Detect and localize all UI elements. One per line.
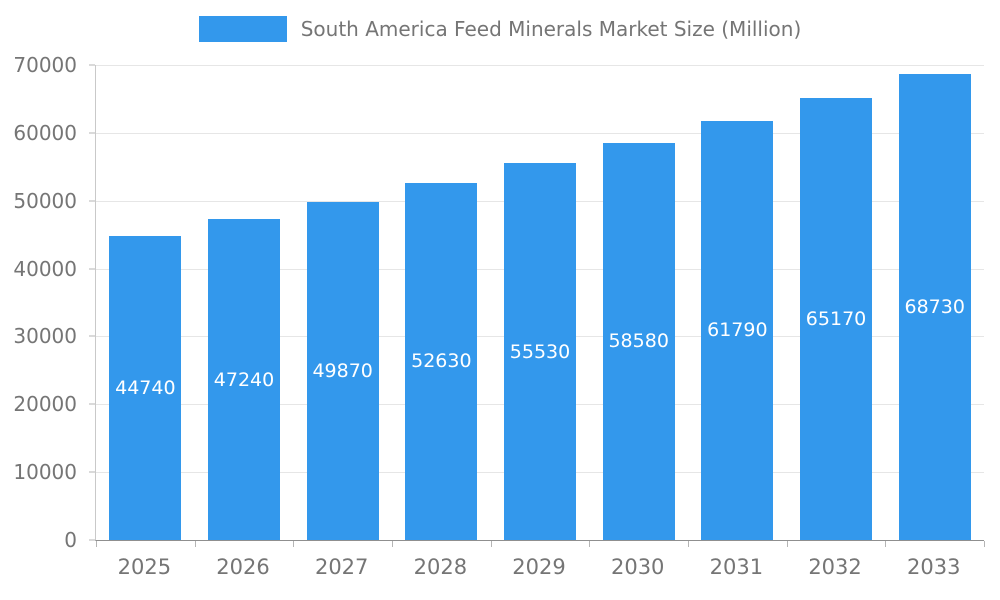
x-tick-mark (885, 541, 887, 547)
chart-title: South America Feed Minerals Market Size … (300, 17, 802, 41)
bar: 47240 (208, 219, 281, 540)
bar-value-label: 49870 (312, 359, 373, 382)
x-axis-label: 2026 (216, 555, 270, 579)
bar-slot: 49870 (293, 65, 392, 540)
y-tick-mark (89, 132, 95, 134)
bar-slot: 55530 (491, 65, 590, 540)
y-axis-label: 40000 (13, 256, 77, 281)
x-tick-mark (687, 541, 689, 547)
x-tick-mark (589, 541, 591, 547)
bar-slot: 58580 (589, 65, 688, 540)
x-tick-mark (194, 541, 196, 547)
bar: 58580 (602, 142, 675, 540)
bar-value-label: 44740 (115, 377, 176, 400)
x-axis-label: 2025 (117, 555, 172, 579)
bar: 52630 (405, 182, 478, 540)
y-axis-label: 20000 (13, 392, 77, 417)
bar-slot: 52630 (392, 65, 491, 540)
bar: 61790 (701, 120, 774, 540)
x-axis-label: 2027 (314, 555, 369, 579)
y-axis-label: 10000 (13, 460, 77, 485)
bar-slot: 65170 (787, 65, 886, 540)
y-axis-label: 50000 (13, 188, 77, 213)
legend-swatch[interactable] (198, 16, 287, 42)
x-tick-mark (490, 541, 492, 547)
bar: 68730 (898, 73, 971, 540)
y-tick-mark (89, 471, 95, 473)
x-axis-label: 2028 (413, 555, 468, 579)
bar-slot: 61790 (688, 65, 787, 540)
chart-legend[interactable]: South America Feed Minerals Market Size … (0, 16, 1000, 42)
bar-slot: 44740 (96, 65, 195, 540)
y-axis-labels: 0 10000 20000 30000 40000 50000 60000 70000 (0, 53, 85, 552)
bar-slot: 47240 (195, 65, 294, 540)
x-axis-label: 2030 (610, 555, 665, 579)
x-axis-label: 2029 (512, 555, 566, 579)
bar: 65170 (800, 97, 873, 540)
bar-value-label: 58580 (608, 330, 669, 353)
x-axis-label: 2031 (709, 555, 764, 579)
bar-value-label: 65170 (805, 307, 867, 330)
y-tick-mark (89, 403, 95, 405)
x-tick-mark (293, 541, 295, 547)
bar-value-label: 47240 (213, 368, 275, 391)
x-tick-mark (391, 541, 393, 547)
bar: 44740 (109, 236, 182, 540)
bar-value-label: 68730 (904, 295, 965, 318)
bar-value-label: 52630 (411, 350, 472, 373)
y-axis-label: 60000 (13, 120, 77, 145)
plot-area: 44740 47240 49870 52630 55530 58580 61790 65170… (89, 64, 985, 547)
bar-slot: 68730 (885, 65, 984, 540)
x-tick-mark (96, 541, 97, 547)
y-tick-mark (89, 268, 95, 270)
y-axis-label: 30000 (13, 324, 77, 349)
x-tick-mark (786, 541, 788, 547)
bar: 49870 (306, 201, 379, 540)
bar-value-label: 55530 (509, 340, 571, 363)
y-axis-label: 70000 (13, 53, 77, 77)
y-tick-mark (89, 539, 95, 541)
x-tick-mark (984, 541, 985, 547)
y-tick-mark (89, 335, 95, 337)
x-axis-labels: 2025 2026 2027 2028 2029 2030 2031 2032 2033 (95, 547, 983, 579)
y-tick-mark (89, 200, 95, 202)
gridline (96, 65, 984, 66)
bar: 55530 (504, 163, 577, 540)
gridline (96, 132, 984, 134)
bars: 44740 47240 49870 52630 55530 58580 61790 65170… (96, 65, 984, 540)
y-tick-mark (89, 64, 95, 66)
x-axis-label: 2032 (808, 555, 862, 579)
x-axis-label: 2033 (906, 555, 961, 579)
y-axis-label: 0 (64, 528, 77, 552)
bar-value-label: 61790 (707, 319, 768, 342)
